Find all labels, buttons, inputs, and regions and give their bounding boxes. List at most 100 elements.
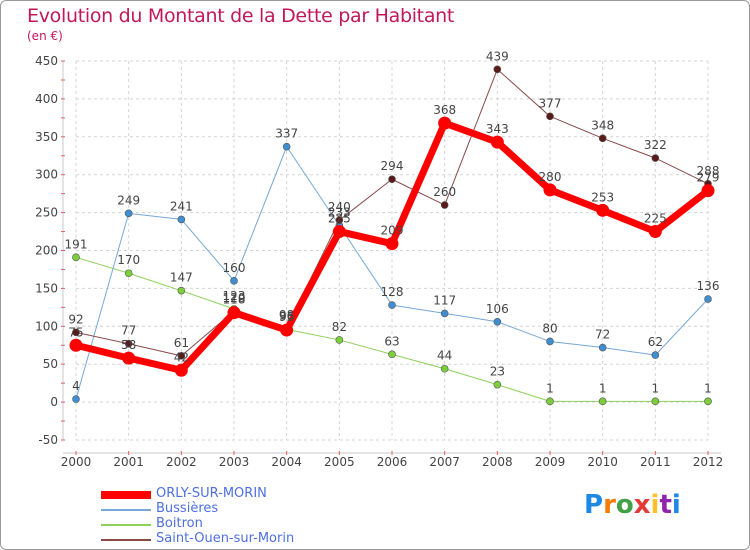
data-point: [651, 154, 660, 162]
data-point: [704, 295, 712, 303]
data-label: 368: [433, 103, 456, 117]
logo-letter: P: [584, 490, 604, 520]
legend-swatch: [101, 509, 151, 511]
x-tick-label: 2009: [535, 455, 566, 469]
legend-label: ORLY-SUR-MORIN: [156, 486, 267, 501]
data-label: 120: [223, 291, 246, 305]
data-label: 1: [599, 381, 607, 395]
y-tick-label: 400: [35, 92, 58, 106]
y-tick-label: 300: [35, 168, 58, 182]
chart-title: Evolution du Montant de la Dette par Hab…: [27, 5, 455, 27]
data-point: [335, 216, 344, 224]
data-label: 337: [275, 127, 298, 141]
data-label: 439: [486, 49, 509, 63]
data-point: [388, 175, 396, 184]
data-point: [177, 352, 186, 360]
data-label: 241: [170, 199, 193, 213]
x-tick-label: 2011: [640, 455, 671, 469]
data-point: [174, 363, 188, 377]
y-tick-label: 450: [35, 54, 58, 68]
data-point: [598, 397, 607, 406]
y-tick-label: 50: [43, 357, 58, 371]
data-label: 225: [328, 212, 351, 226]
data-label: 72: [595, 328, 610, 342]
data-point: [332, 225, 346, 239]
x-tick-label: 2003: [219, 455, 250, 469]
data-label: 343: [486, 122, 509, 136]
x-tick-label: 2001: [113, 455, 144, 469]
data-label: 1: [704, 381, 712, 395]
data-label: 233: [328, 205, 351, 219]
data-point: [651, 351, 660, 359]
x-tick-label: 2004: [271, 455, 302, 469]
logo-letter: x: [633, 490, 651, 520]
data-point: [72, 395, 80, 403]
data-label: 61: [174, 336, 189, 350]
data-label: 249: [117, 193, 140, 207]
y-tick-label: 150: [35, 281, 58, 295]
data-label: 23: [490, 365, 505, 379]
logo-letter: i: [650, 490, 660, 520]
x-tick-label: 2012: [693, 455, 724, 469]
data-label: 280: [539, 170, 562, 184]
data-point: [72, 253, 80, 262]
x-tick-label: 2000: [61, 455, 92, 469]
data-label: 92: [68, 312, 83, 326]
data-point: [543, 183, 557, 197]
data-label: 106: [486, 302, 509, 316]
data-point: [335, 336, 344, 344]
data-label: 75: [68, 325, 83, 339]
data-label: 117: [433, 293, 456, 307]
data-label: 136: [697, 279, 720, 293]
data-point: [177, 215, 186, 224]
data-label: 377: [539, 96, 562, 110]
x-tick-label: 2007: [429, 455, 460, 469]
data-point: [546, 112, 554, 121]
data-point: [493, 65, 502, 74]
data-label: 322: [644, 138, 667, 152]
data-label: 44: [437, 349, 452, 363]
data-point: [440, 201, 449, 209]
legend-label: Bussières: [156, 501, 219, 516]
data-label: 123: [223, 289, 246, 303]
data-point: [598, 134, 607, 143]
data-point: [124, 209, 133, 218]
logo-letter: r: [603, 490, 616, 520]
data-label: 294: [381, 159, 404, 173]
data-point: [230, 277, 238, 285]
data-label: 288: [697, 164, 720, 178]
data-point: [490, 135, 504, 149]
data-point: [69, 338, 83, 352]
data-label: 80: [542, 321, 557, 335]
data-label: 98: [279, 308, 294, 322]
data-point: [493, 317, 502, 326]
data-label: 147: [170, 271, 193, 285]
x-tick-label: 2005: [324, 455, 355, 469]
y-tick-label: 200: [35, 244, 58, 258]
data-point: [596, 203, 610, 217]
data-label: 82: [332, 320, 347, 334]
data-label: 253: [591, 190, 614, 204]
data-label: 279: [697, 171, 720, 185]
legend-label: Boitron: [156, 516, 203, 531]
data-label: 42: [174, 350, 189, 364]
data-point: [177, 286, 186, 295]
data-label: 348: [591, 118, 614, 132]
legend-swatch: [101, 491, 151, 499]
y-tick-label: 0: [50, 395, 58, 409]
data-point: [493, 380, 502, 389]
data-point: [546, 337, 554, 346]
data-point: [440, 309, 449, 318]
data-point: [124, 269, 133, 278]
data-label: 4: [72, 379, 80, 393]
logo-letter: o: [615, 490, 634, 520]
data-label: 77: [121, 324, 136, 338]
x-tick-label: 2006: [377, 455, 408, 469]
x-tick-label: 2002: [166, 455, 197, 469]
data-point: [701, 184, 715, 198]
data-label: 118: [223, 293, 246, 307]
data-label: 96: [279, 309, 294, 323]
data-label: 63: [384, 334, 399, 348]
